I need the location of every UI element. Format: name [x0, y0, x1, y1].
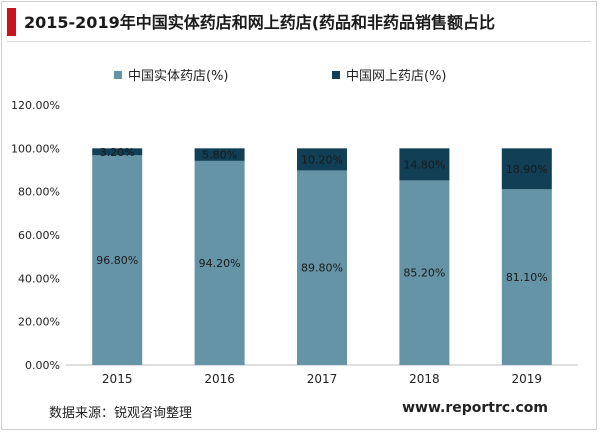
- bar-physical-store: [194, 160, 245, 365]
- y-tick-label: 40.00%: [18, 272, 60, 285]
- x-tick-label: 2018: [409, 372, 440, 386]
- x-tick-label: 2016: [204, 372, 235, 386]
- x-tick-label: 2015: [102, 372, 133, 386]
- data-label-physical: 89.80%: [301, 262, 343, 275]
- bar-physical-store: [92, 155, 143, 365]
- title-bar: 2015-2019年中国实体药店和网上药店(药品和非药品销售额占比: [2, 2, 596, 42]
- data-source: 数据来源：锐观咨询整理: [49, 406, 193, 421]
- chart-title: 2015-2019年中国实体药店和网上药店(药品和非药品销售额占比: [24, 13, 496, 32]
- data-label-physical: 85.20%: [403, 267, 445, 280]
- legend-item-online: 中国网上药店(%): [332, 65, 447, 84]
- bar-online-store: [194, 148, 245, 161]
- legend-swatch-online: [332, 70, 340, 79]
- title-accent-bar: [7, 8, 16, 36]
- legend-label-online: 中国网上药店(%): [346, 69, 447, 84]
- legend-item-physical: 中国实体药店(%): [114, 65, 229, 84]
- data-label-online: 10.20%: [301, 153, 343, 166]
- bar-physical-store: [297, 170, 347, 365]
- legend-label-physical: 中国实体药店(%): [128, 69, 229, 84]
- x-tick-label: 2019: [512, 372, 543, 386]
- bar-online-store: [92, 148, 143, 156]
- y-tick-label: 100.00%: [11, 142, 60, 155]
- data-label-online: 14.80%: [403, 158, 445, 171]
- data-label-online: 3.20%: [100, 146, 135, 159]
- website-link[interactable]: www.reportrc.com: [402, 400, 548, 416]
- bar-physical-store: [399, 180, 450, 365]
- y-tick-label: 80.00%: [18, 186, 60, 199]
- bar-physical-store: [501, 189, 552, 365]
- title-divider: [7, 41, 591, 42]
- x-tick-label: 2017: [307, 372, 338, 386]
- legend-swatch-physical: [114, 70, 122, 79]
- data-label-physical: 81.10%: [506, 271, 548, 284]
- bar-online-store: [297, 148, 347, 171]
- data-label-physical: 96.80%: [96, 254, 138, 267]
- y-tick-label: 20.00%: [18, 316, 60, 329]
- data-label-online: 18.90%: [506, 163, 548, 176]
- data-label-physical: 94.20%: [199, 257, 241, 270]
- bar-online-store: [399, 148, 450, 181]
- legend: 中国实体药店(%) 中国网上药店(%): [2, 65, 596, 84]
- bar-online-store: [501, 148, 552, 190]
- y-tick-label: 0.00%: [25, 359, 60, 372]
- y-tick-label: 120.00%: [11, 99, 60, 112]
- y-tick-label: 60.00%: [18, 229, 60, 242]
- data-label-online: 5.80%: [202, 149, 237, 162]
